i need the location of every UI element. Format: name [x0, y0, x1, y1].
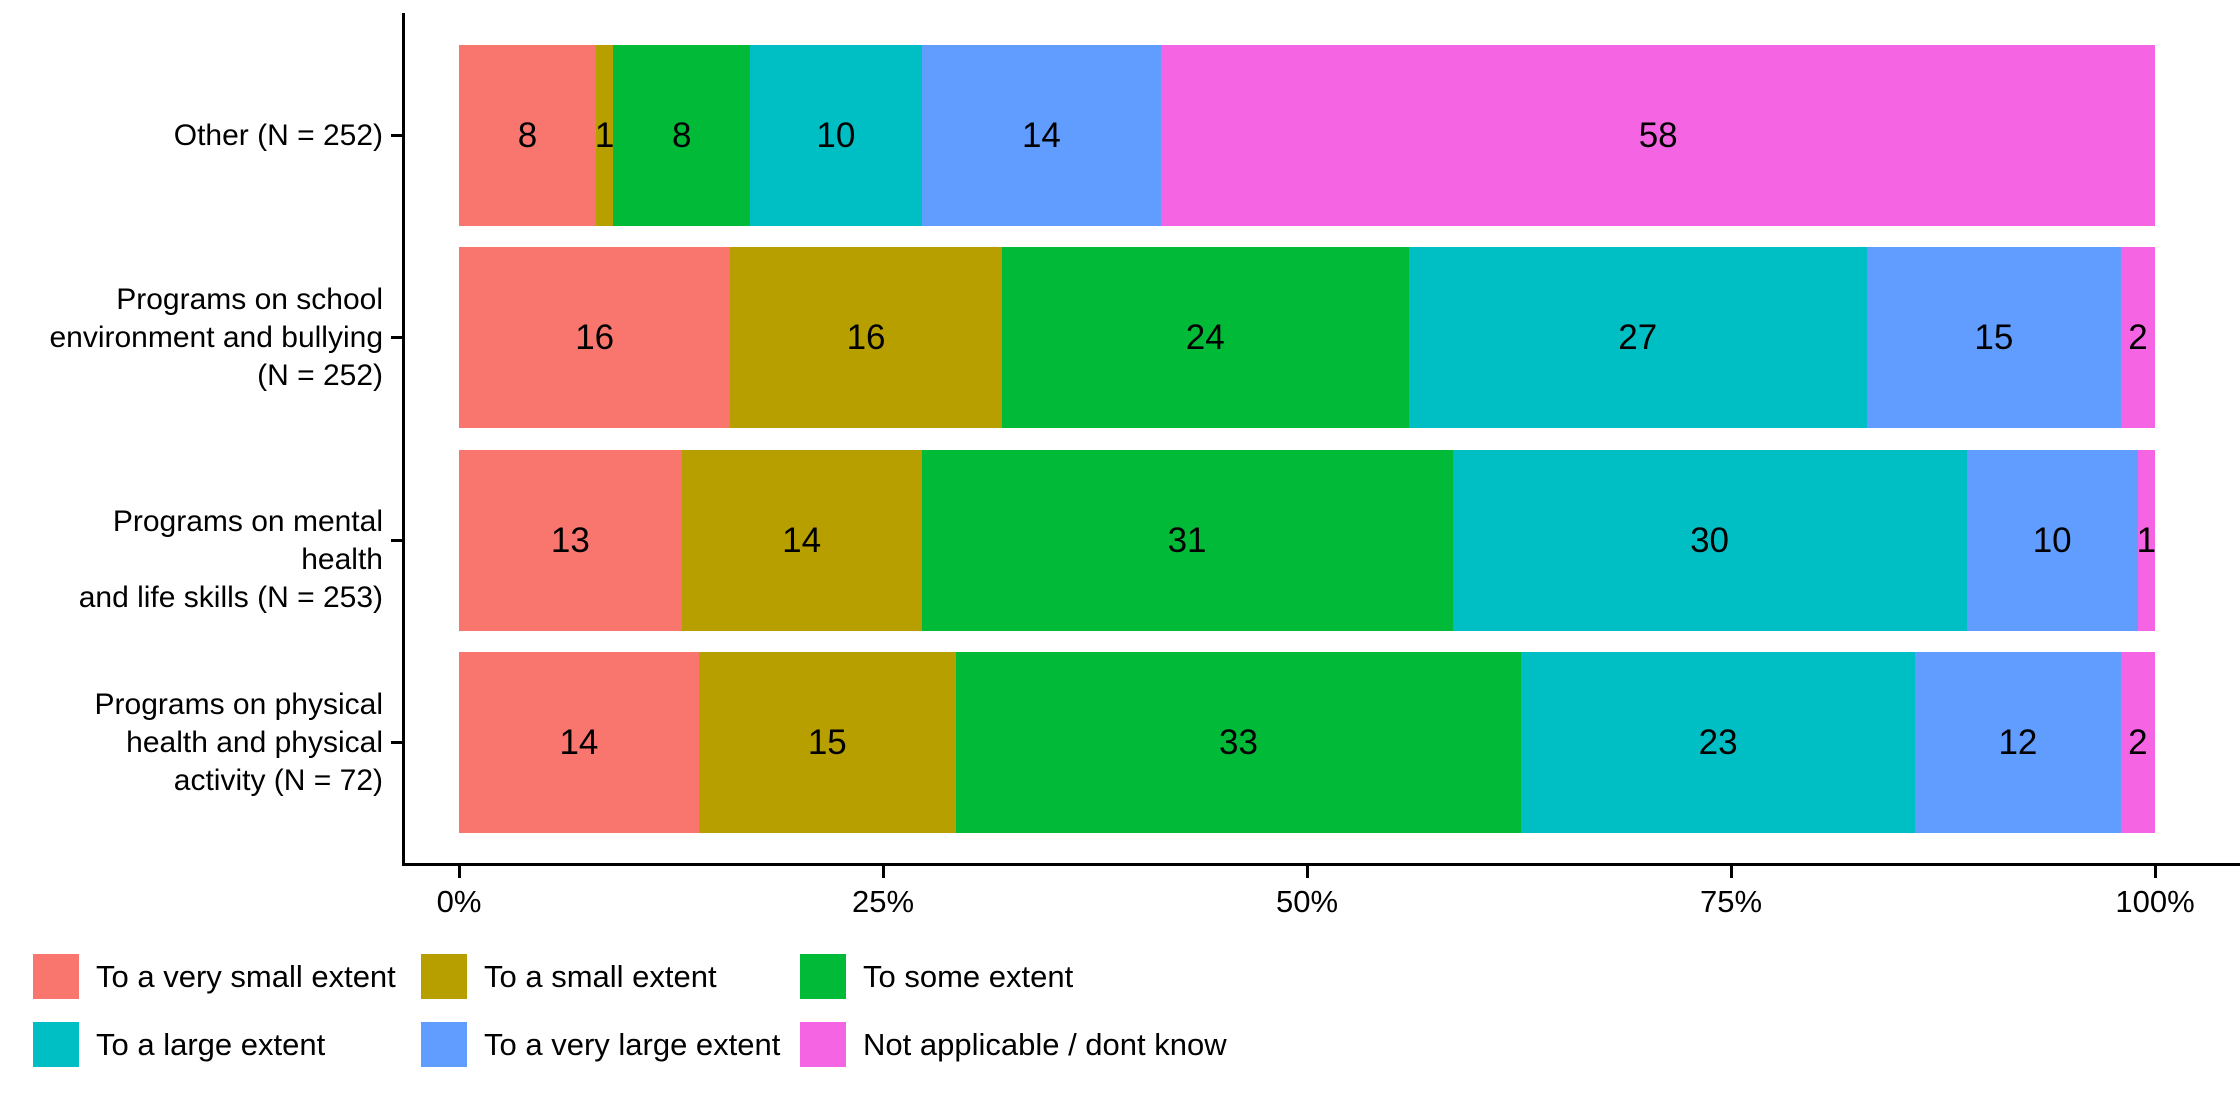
- y-axis-label: Programs on physical health and physical a…: [94, 687, 383, 797]
- bar-row: 14 15 33 23 12 2: [459, 652, 2155, 833]
- bar-segment: 14: [921, 45, 1162, 226]
- y-axis-line: [402, 13, 405, 866]
- bar-segment: 13: [459, 450, 682, 631]
- bar-row: 16 16 24 27 15 2: [459, 247, 2155, 428]
- bar-value-label: 8: [517, 116, 538, 155]
- bar-value-label: 2: [2128, 723, 2148, 762]
- legend-label: To a large extent: [96, 1026, 326, 1062]
- y-tick: [391, 336, 403, 339]
- plot-area: 8 1 8 10 14 58 16 16 24 27 15 2 13 14 31 30 10 1 14 15 33 23 1…: [459, 0, 2157, 866]
- bar-value-label: 23: [1698, 723, 1738, 762]
- bar-value-label: 27: [1618, 318, 1658, 357]
- bar-segment: 30: [1452, 450, 1967, 631]
- bar-value-label: 16: [846, 318, 886, 357]
- legend-swatch: [800, 954, 846, 999]
- bar-segment: 16: [730, 247, 1002, 428]
- bar-segment: 16: [459, 247, 731, 428]
- bar-row: 13 14 31 30 10 1: [459, 450, 2157, 631]
- bar-value-label: 12: [1998, 723, 2038, 762]
- legend-swatch: [800, 1022, 846, 1067]
- bar-segment: 12: [1915, 652, 2121, 833]
- bar-segment: 1: [2136, 450, 2157, 631]
- bar-value-label: 14: [559, 723, 599, 762]
- bar-value-label: 10: [2032, 521, 2072, 560]
- bar-segment: 33: [955, 652, 1522, 833]
- bar-segment: 24: [1001, 247, 1409, 428]
- bar-segment: 14: [681, 450, 922, 631]
- bar-row: 8 1 8 10 14 58: [459, 45, 2155, 226]
- bar-segment: 1: [594, 45, 615, 226]
- x-tick: [1305, 866, 1309, 878]
- bar-value-label: 58: [1638, 116, 1678, 155]
- y-axis-label: Programs on school environment and bullyi…: [49, 282, 383, 392]
- bar-value-label: 2: [2128, 318, 2148, 357]
- x-tick-label: 75%: [1699, 884, 1763, 919]
- bar-value-label: 14: [782, 521, 822, 560]
- bar-segment: 27: [1408, 247, 1867, 428]
- bar-value-label: 1: [594, 116, 615, 155]
- bar-segment: 15: [698, 652, 956, 833]
- x-axis-line: [402, 863, 2240, 866]
- bar-segment: 10: [1966, 450, 2138, 631]
- x-tick-label: 50%: [1275, 884, 1339, 919]
- bar-value-label: 13: [550, 521, 590, 560]
- bar-segment: 15: [1866, 247, 2122, 428]
- y-tick: [391, 741, 403, 744]
- bar-segment: 8: [613, 45, 751, 226]
- y-tick: [391, 539, 403, 542]
- x-tick: [881, 866, 885, 878]
- x-tick: [457, 866, 461, 878]
- bar-segment: 2: [2121, 247, 2155, 428]
- legend-swatch: [421, 1022, 467, 1067]
- legend-label: To a very large extent: [484, 1026, 781, 1062]
- y-tick: [391, 134, 403, 137]
- legend-label: To some extent: [863, 958, 1074, 994]
- bar-segment: 8: [459, 45, 597, 226]
- x-tick-label: 0%: [436, 884, 482, 919]
- bar-segment: 23: [1521, 652, 1916, 833]
- legend-label: To a very small extent: [96, 958, 396, 994]
- bar-value-label: 16: [575, 318, 615, 357]
- bar-value-label: 24: [1185, 318, 1225, 357]
- legend-swatch: [33, 1022, 79, 1067]
- bar-value-label: 30: [1690, 521, 1730, 560]
- bar-value-label: 31: [1167, 521, 1207, 560]
- bar-segment: 58: [1161, 45, 2155, 226]
- x-tick: [1729, 866, 1733, 878]
- bar-segment: 31: [921, 450, 1453, 631]
- bar-value-label: 10: [816, 116, 856, 155]
- bar-segment: 14: [459, 652, 699, 833]
- legend-label: To a small extent: [484, 958, 717, 994]
- x-tick-label: 100%: [2115, 884, 2195, 919]
- bar-value-label: 14: [1021, 116, 1061, 155]
- bar-value-label: 15: [1974, 318, 2014, 357]
- bar-value-label: 8: [671, 116, 692, 155]
- bar-segment: 10: [750, 45, 922, 226]
- bar-segment: 2: [2120, 652, 2155, 833]
- x-tick-label: 25%: [851, 884, 915, 919]
- y-axis-label: Other (N = 252): [173, 118, 383, 152]
- legend-label: Not applicable / dont know: [863, 1026, 1227, 1062]
- bar-value-label: 1: [2136, 521, 2157, 560]
- legend-swatch: [33, 954, 79, 999]
- x-tick: [2153, 866, 2157, 878]
- legend-swatch: [421, 954, 467, 999]
- bar-value-label: 33: [1218, 723, 1258, 762]
- y-axis-label: Programs on mental health and life skills…: [78, 504, 383, 614]
- bar-value-label: 15: [807, 723, 847, 762]
